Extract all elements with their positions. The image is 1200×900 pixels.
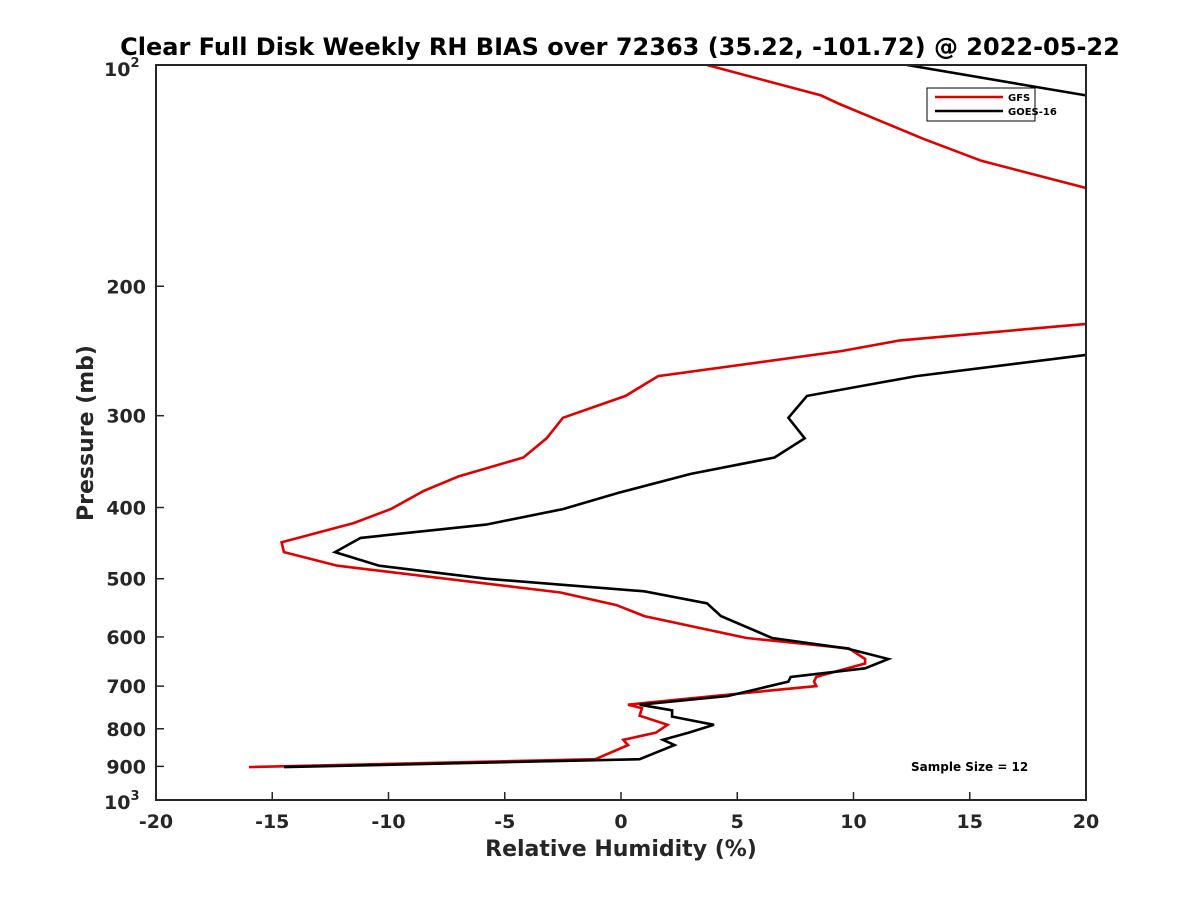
- y-tick-label: 300: [106, 406, 146, 428]
- y-tick-bottom-base: 10: [104, 792, 130, 814]
- chart-title: Clear Full Disk Weekly RH BIAS over 7236…: [120, 33, 1120, 61]
- y-tick-label: 600: [106, 627, 146, 649]
- x-tick-label: 20: [1073, 811, 1099, 833]
- x-tick-label: 0: [614, 811, 627, 833]
- series-line-goes16: [283, 65, 1086, 769]
- y-tick-top-base: 10: [104, 59, 130, 81]
- y-tick-label: 800: [106, 719, 146, 741]
- y-tick-label: 500: [106, 569, 146, 591]
- legend-box: [926, 87, 1036, 122]
- y-tick-bottom-exp: 3: [130, 789, 139, 804]
- y-tick-label: 700: [106, 676, 146, 698]
- x-tick-label: -5: [494, 811, 515, 833]
- legend-label-gfs: GFS: [1008, 93, 1030, 104]
- series-line-gfs: [248, 65, 1086, 769]
- x-tick-label: 15: [957, 811, 983, 833]
- y-tick-label-top: 102: [104, 56, 140, 81]
- x-tick-label: 10: [840, 811, 866, 833]
- x-ticks: -20 -15 -10 -5 0 5 10 15 20: [139, 792, 1099, 833]
- legend-label-goes16: GOES-16: [1008, 107, 1057, 118]
- y-tick-label: 200: [106, 276, 146, 298]
- x-axis-label: Relative Humidity (%): [485, 837, 757, 862]
- y-tick-label: 900: [106, 756, 146, 778]
- x-tick-label: -15: [255, 811, 289, 833]
- y-tick-label-bottom: 103: [104, 789, 140, 814]
- series-layer: [248, 65, 1086, 769]
- legend: GFS GOES-16: [926, 87, 1057, 122]
- plot-frame: [155, 64, 1087, 801]
- y-ticks: 200 300 400 500 600 700 800 900: [106, 64, 164, 801]
- y-tick-top-exp: 2: [130, 56, 139, 71]
- x-tick-label: -20: [139, 811, 173, 833]
- y-axis-label: Pressure (mb): [74, 345, 99, 521]
- sample-size-annotation: Sample Size = 12: [911, 760, 1028, 774]
- x-tick-label: -10: [371, 811, 405, 833]
- y-tick-label: 400: [106, 498, 146, 520]
- x-tick-label: 5: [731, 811, 744, 833]
